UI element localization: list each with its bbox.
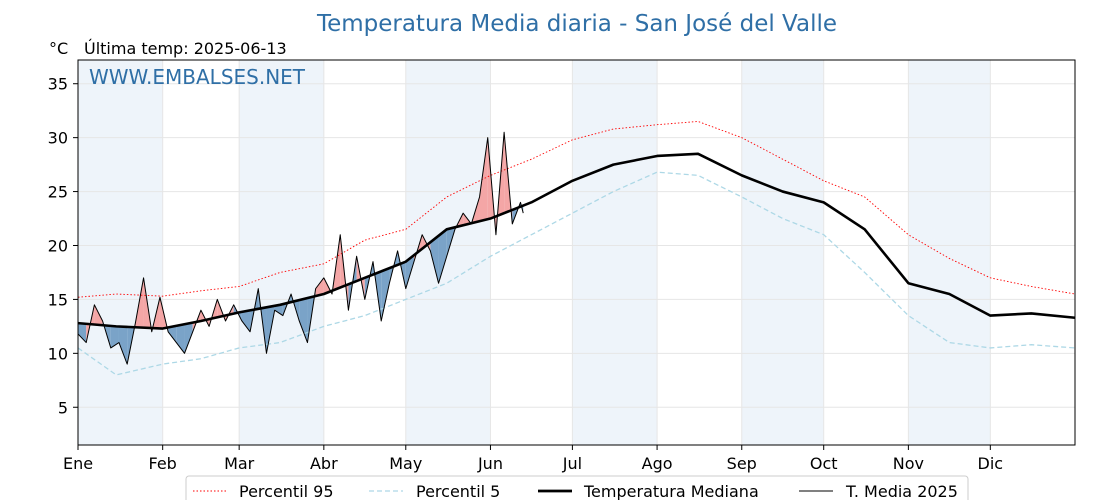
x-tick-label: Jun: [477, 454, 503, 473]
below-median-fill: [176, 324, 185, 354]
x-tick-label: Feb: [149, 454, 177, 473]
month-band: [572, 60, 658, 445]
grid-lines: [77, 60, 1075, 445]
y-tick-label: 15: [48, 290, 68, 309]
unit-label: °C: [49, 39, 68, 58]
below-median-fill: [299, 298, 308, 343]
y-tick-label: 25: [48, 183, 68, 202]
legend: Percentil 95 Percentil 5 Temperatura Med…: [185, 475, 969, 500]
x-tick-label: Ene: [63, 454, 93, 473]
x-tick-label: Ago: [642, 454, 673, 473]
x-tick-label: Jul: [562, 454, 582, 473]
above-median-fill: [315, 277, 324, 297]
y-tick-label: 5: [58, 398, 68, 417]
series-lines: [77, 121, 1076, 376]
x-tick-label: Abr: [310, 454, 338, 473]
below-median-fill: [430, 235, 439, 284]
below-median-fill: [78, 323, 87, 343]
x-tick-label: May: [389, 454, 422, 473]
watermark: WWW.EMBALSES.NET: [89, 65, 306, 89]
month-band: [78, 60, 163, 445]
p5-line: [77, 171, 1076, 376]
below-median-fill: [168, 325, 177, 343]
plot-frame: [77, 59, 1076, 446]
month-bands: [78, 60, 991, 445]
x-tick-label: Dic: [978, 454, 1004, 473]
below-median-fill: [274, 304, 283, 316]
legend-t2025-label: T. Media 2025: [845, 482, 958, 500]
x-axis-ticks: Ene Feb Mar Abr May Jun Jul Ago Sep Oct Nov Dic: [63, 445, 1003, 473]
above-median-fill: [479, 137, 488, 222]
y-axis-ticks: 5 10 15 20 25 30 35: [48, 75, 78, 417]
month-band: [908, 60, 991, 445]
median-line: [77, 152, 1076, 330]
y-tick-label: 20: [48, 236, 68, 255]
legend-p5-label: Percentil 5: [416, 482, 500, 500]
y-tick-label: 35: [48, 75, 68, 94]
chart-title: Temperatura Media diaria - San José del …: [316, 11, 837, 37]
legend-box: [185, 475, 969, 500]
below-median-fill: [118, 326, 128, 365]
below-median-fill: [241, 310, 251, 332]
x-tick-label: Nov: [893, 454, 924, 473]
below-median-fill: [110, 325, 119, 348]
legend-p95-label: Percentil 95: [239, 482, 334, 500]
month-band: [239, 60, 324, 445]
t2025-line: [77, 131, 524, 365]
below-median-fill: [438, 229, 447, 284]
last-update-label: Última temp: 2025-06-13: [84, 39, 287, 58]
y-tick-label: 30: [48, 129, 68, 148]
x-tick-label: Oct: [810, 454, 838, 473]
legend-median-label: Temperatura Mediana: [583, 482, 759, 500]
month-band: [741, 60, 824, 445]
y-tick-label: 10: [48, 344, 68, 363]
p95-line: [77, 121, 1076, 298]
x-tick-label: Sep: [727, 454, 757, 473]
x-tick-label: Mar: [224, 454, 255, 473]
below-median-fill: [184, 322, 193, 354]
below-median-fill: [127, 323, 136, 365]
